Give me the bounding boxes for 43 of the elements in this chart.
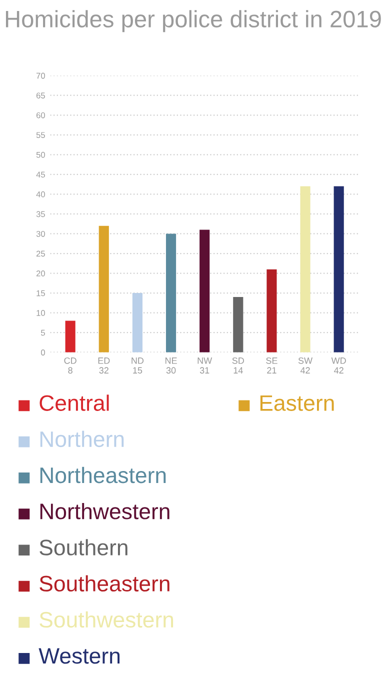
x-tick-label: CD (64, 357, 76, 364)
data-label: 31 (200, 367, 210, 374)
legend-label: Southwestern (40, 611, 174, 628)
data-label: 8 (68, 367, 72, 374)
y-tick-label: 65 (36, 92, 45, 98)
legend-label: Northern (40, 430, 124, 448)
legend-label: Northeastern (40, 466, 166, 484)
data-label: 14 (234, 367, 243, 374)
y-tick-label: 60 (36, 112, 45, 118)
data-label: 32 (99, 367, 108, 374)
data-label: 21 (267, 367, 276, 374)
x-tick-label: ED (98, 358, 110, 364)
y-tick-label: 35 (36, 211, 45, 218)
data-label: 42 (300, 367, 310, 374)
y-tick-label: 5 (41, 330, 45, 336)
y-tick-label: 30 (36, 230, 45, 237)
legend-label: Northwestern (40, 502, 170, 520)
x-tick-label: NE (165, 358, 177, 364)
x-tick-label: ND (132, 358, 144, 364)
y-tick-label: 20 (36, 270, 45, 276)
y-tick-label: 40 (36, 191, 45, 198)
chart-title: Homicides per police district in 2019 (6, 10, 381, 32)
data-label: 15 (133, 367, 142, 374)
x-tick-label: SD (232, 357, 244, 364)
y-tick-label: 45 (36, 172, 45, 178)
legend-label: Eastern (260, 395, 334, 411)
x-tick-label: SW (298, 357, 313, 364)
y-tick-label: 15 (36, 290, 45, 296)
legend-label: Southeastern (40, 575, 170, 592)
y-tick-label: 55 (36, 132, 45, 138)
data-label: 42 (334, 367, 344, 374)
legend-label: Central (40, 394, 109, 411)
y-tick-label: 50 (36, 152, 45, 158)
legend-label: Southern (40, 539, 128, 556)
x-tick-label: SE (266, 357, 278, 364)
x-tick-label: WD (331, 358, 346, 364)
y-tick-label: 0 (41, 350, 45, 356)
y-tick-label: 10 (36, 310, 45, 316)
y-tick-label: 25 (36, 250, 45, 257)
data-label: 30 (166, 367, 176, 374)
y-tick-label: 70 (36, 72, 45, 79)
x-tick-label: NW (198, 358, 212, 364)
legend-label: Western (38, 648, 120, 664)
